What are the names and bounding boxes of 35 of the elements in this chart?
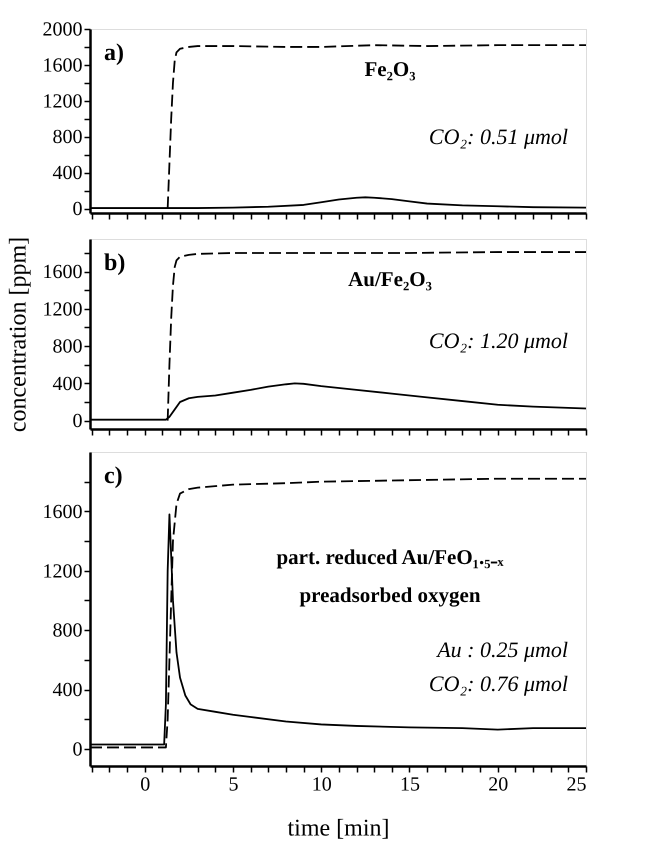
annotation: Au/Fe₂O₃ xyxy=(348,267,432,291)
y-tick-label: 400 xyxy=(52,372,82,395)
x-tick-label: 10 xyxy=(312,774,332,796)
annotation: Fe₂O₃ xyxy=(364,57,416,81)
y-tick-label: 400 xyxy=(52,679,82,702)
y-tick-label: 1600 xyxy=(42,500,82,523)
annotation: CO₂: 0.76 μmol xyxy=(428,671,568,696)
annotation: part. reduced Au/FeO₁.₅₋ₓ xyxy=(276,545,505,569)
y-tick-label: 2000 xyxy=(42,18,82,40)
x-tick-label: 0 xyxy=(140,774,150,796)
annotation: a) xyxy=(104,40,124,66)
x-tick-label: 5 xyxy=(228,774,238,796)
y-tick-label: 1200 xyxy=(42,90,82,112)
y-tick-label: 800 xyxy=(52,336,82,358)
annotation: c) xyxy=(104,463,123,489)
x-tick-label: 15 xyxy=(400,774,420,796)
y-tick-label: 0 xyxy=(72,198,82,220)
y-tick-label: 1200 xyxy=(42,298,82,320)
annotation: preadsorbed oxygen xyxy=(299,583,481,607)
y-tick-label: 400 xyxy=(52,162,82,184)
y-axis-title: concentration [ppm] xyxy=(6,236,32,432)
annotation: CO₂: 0.51 μmol xyxy=(428,124,568,149)
x-tick-label: 25 xyxy=(566,774,586,796)
x-tick-label: 20 xyxy=(488,774,508,796)
x-axis-title: time [min] xyxy=(288,816,390,842)
annotation: CO₂: 1.20 μmol xyxy=(428,328,568,353)
annotation: b) xyxy=(104,250,126,276)
y-tick-label: 1600 xyxy=(42,54,82,76)
y-tick-label: 0 xyxy=(72,738,82,760)
annotation: Au : 0.25 μmol xyxy=(435,637,568,662)
y-tick-label: 1200 xyxy=(42,560,82,582)
y-tick-label: 800 xyxy=(52,126,82,148)
y-tick-label: 800 xyxy=(52,620,82,642)
y-tick-label: 1600 xyxy=(42,261,82,284)
y-tick-label: 0 xyxy=(72,410,82,432)
